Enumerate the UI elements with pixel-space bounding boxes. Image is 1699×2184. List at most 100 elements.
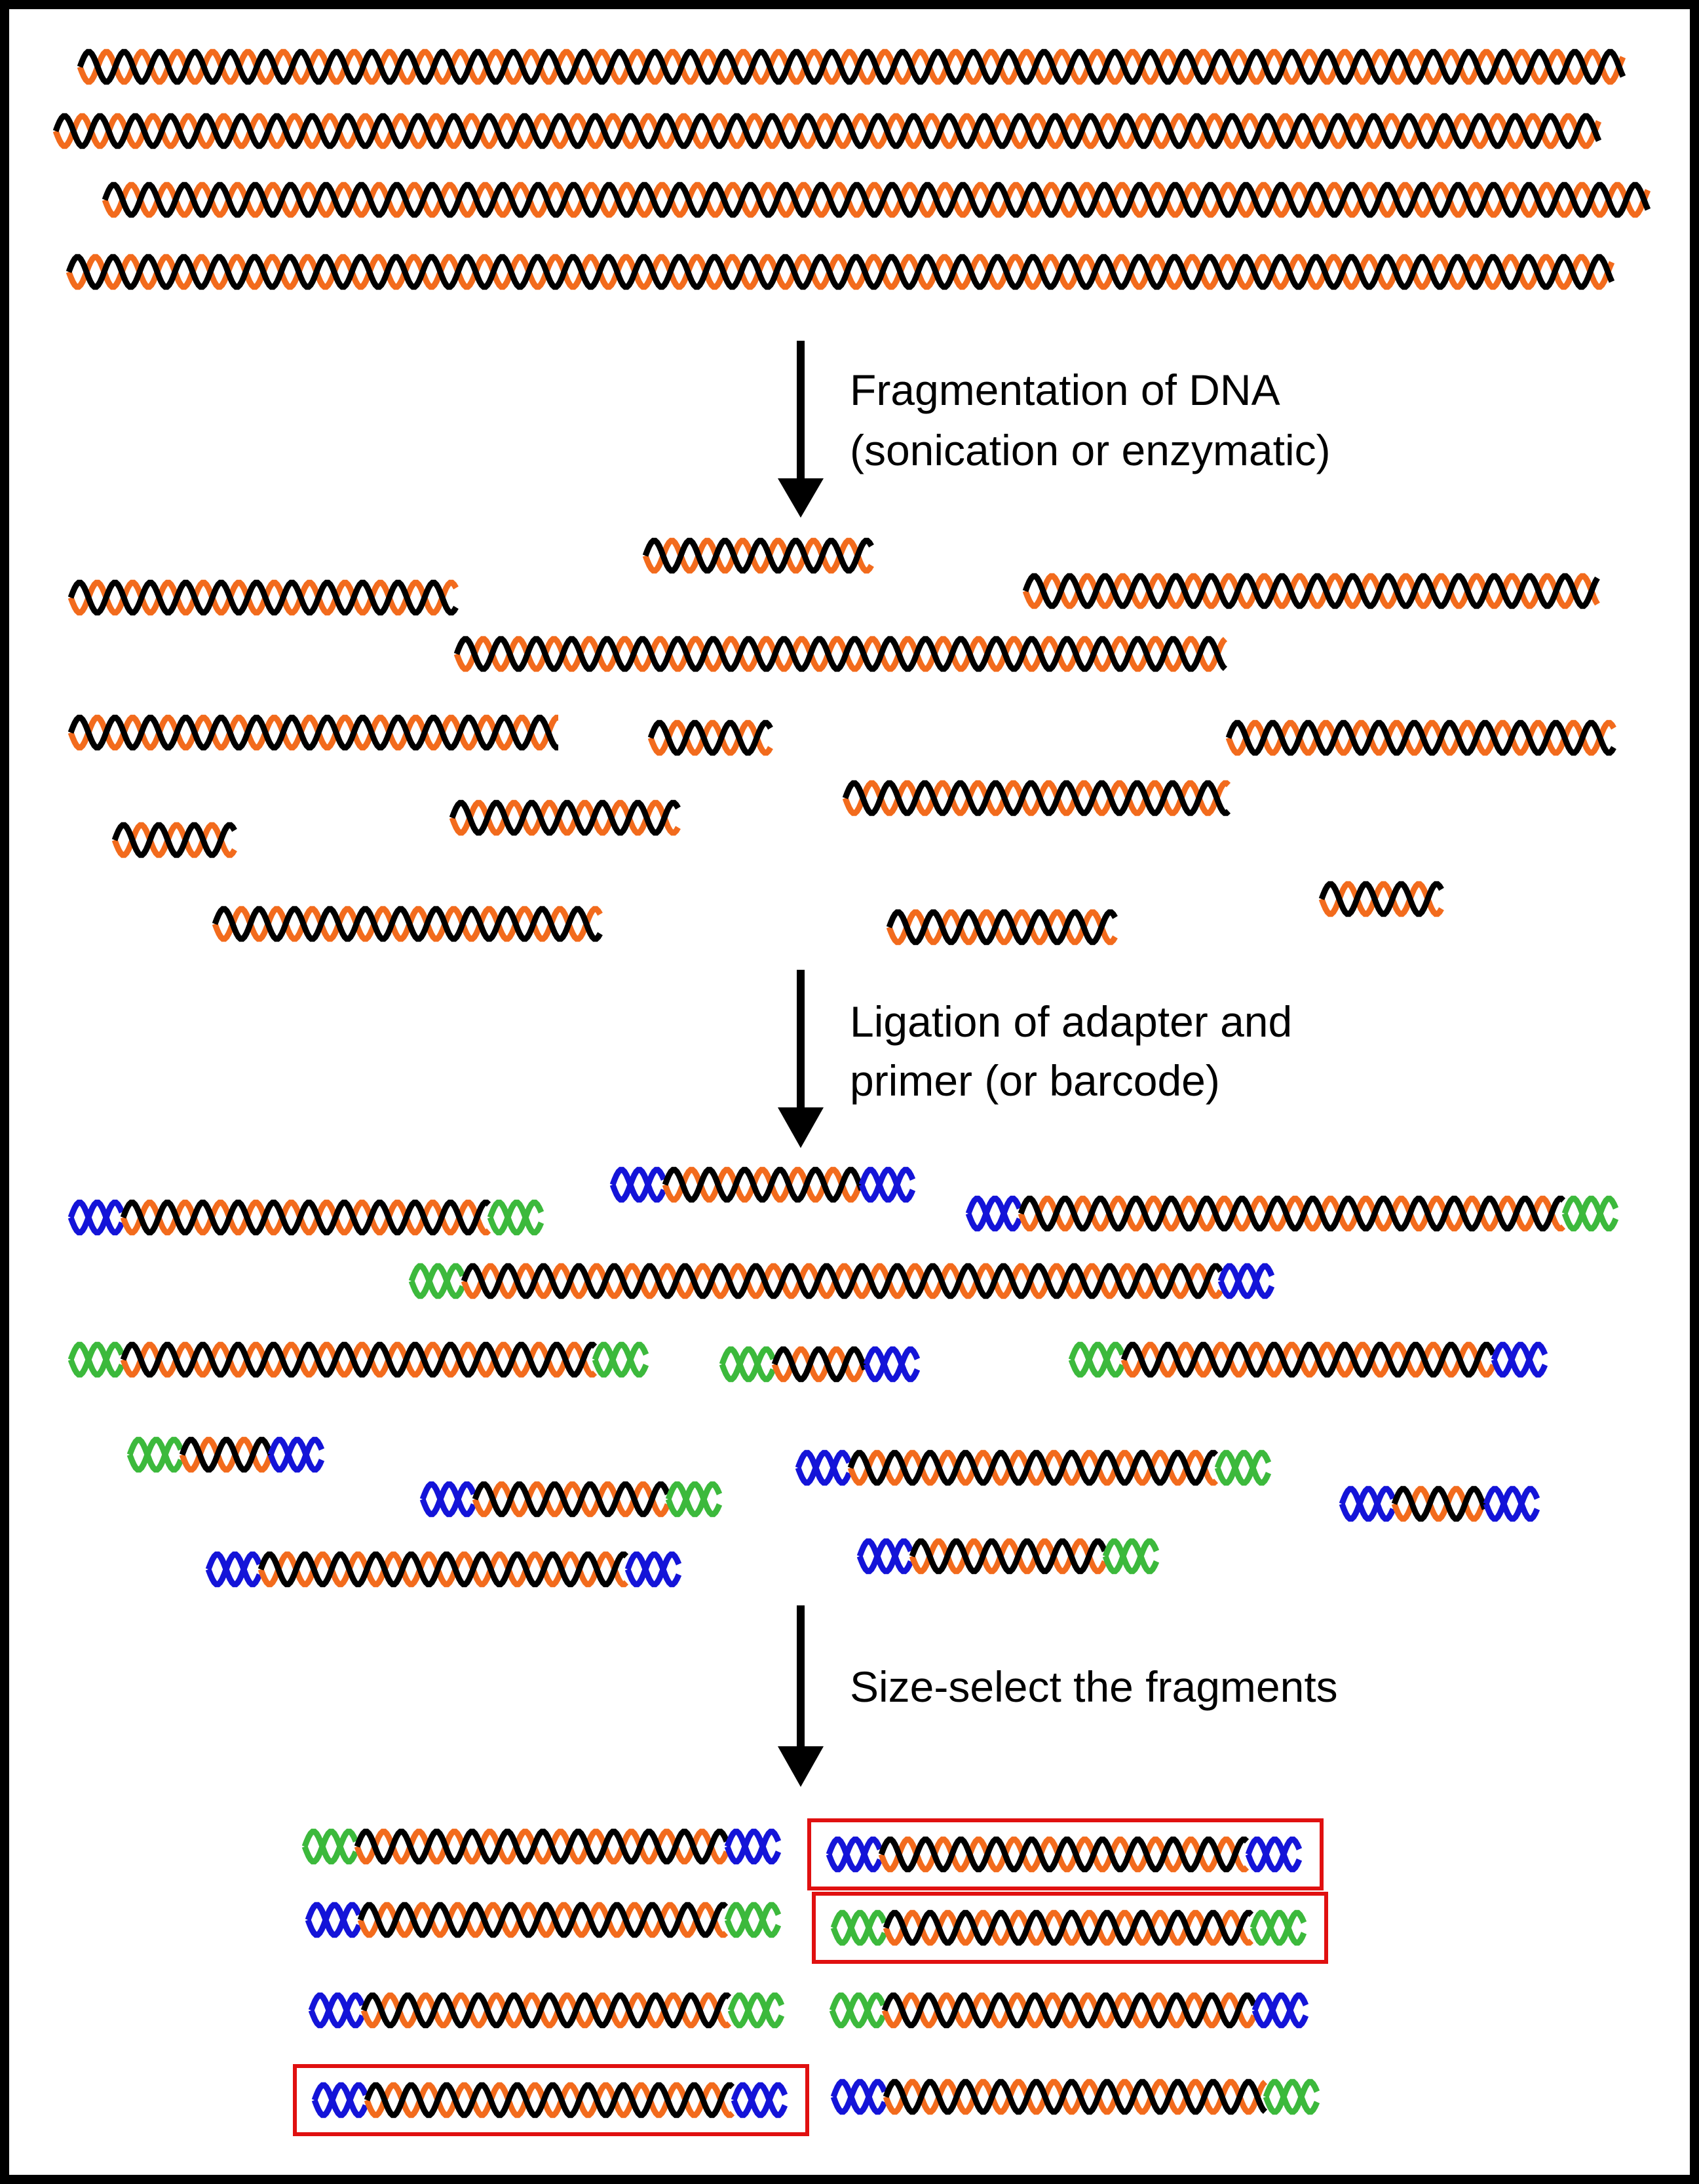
helix-strand xyxy=(1245,1836,1303,1873)
size-selected-fragment xyxy=(826,1836,1303,1873)
down-arrow-icon xyxy=(778,341,824,518)
helix-strand xyxy=(487,1199,544,1236)
dna-fragment xyxy=(67,579,459,616)
helix-strand xyxy=(308,1992,366,2029)
helix-strand xyxy=(67,1341,125,1378)
ligated-fragment xyxy=(965,1195,1619,1232)
helix-strand xyxy=(354,1828,730,1865)
helix-strand xyxy=(771,1346,868,1383)
helix-strand xyxy=(301,1828,359,1865)
helix-strand xyxy=(662,1166,865,1203)
helix-strand xyxy=(1120,1341,1497,1378)
helix-strand xyxy=(52,113,1602,149)
helix-strand xyxy=(830,2079,888,2115)
helix-strand xyxy=(592,1341,649,1378)
helix-strand xyxy=(731,2082,788,2118)
size-selected-fragment xyxy=(308,1992,785,2029)
helix-strand xyxy=(449,799,681,836)
helix-strand xyxy=(77,48,1626,85)
helix-strand xyxy=(357,1902,729,1938)
step-label-line2: primer (or barcode) xyxy=(850,1056,1220,1105)
helix-strand xyxy=(1217,1263,1275,1299)
helix-strand xyxy=(719,1346,776,1383)
ligated-fragment xyxy=(126,1436,325,1473)
step-size-selection: Size-select the fragments xyxy=(778,1605,1338,1787)
helix-strand xyxy=(364,2082,735,2118)
size-selected-fragment xyxy=(829,1992,1309,2029)
dna-fragment xyxy=(449,799,681,836)
helix-strand xyxy=(305,1902,362,1938)
helix-strand xyxy=(120,1341,598,1378)
ligated-fragment xyxy=(408,1263,1275,1299)
ligated-fragment xyxy=(719,1346,921,1383)
helix-strand xyxy=(472,1481,671,1518)
helix-strand xyxy=(883,1909,1254,1946)
helix-strand xyxy=(795,1449,852,1486)
helix-strand xyxy=(965,1195,1023,1232)
helix-strand xyxy=(1250,1909,1307,1946)
helix-strand xyxy=(67,1341,125,1378)
helix-strand xyxy=(1018,1195,1566,1232)
helix-strand xyxy=(1391,1485,1488,1522)
dna-fragment xyxy=(642,537,874,574)
helix-strand xyxy=(67,714,559,751)
helix-strand xyxy=(863,1346,921,1383)
helix-strand xyxy=(461,1263,1223,1299)
helix-strand xyxy=(357,1902,729,1938)
genomic-dna-strand xyxy=(52,113,1602,149)
helix-strand xyxy=(1225,719,1616,756)
helix-strand xyxy=(609,1166,667,1203)
helix-strand xyxy=(1561,1195,1619,1232)
helix-strand xyxy=(408,1263,466,1299)
helix-strand xyxy=(829,1992,887,2029)
helix-strand xyxy=(111,822,237,858)
helix-strand xyxy=(647,719,773,756)
genomic-dna-group xyxy=(52,48,1651,290)
helix-strand xyxy=(883,1909,1254,1946)
helix-strand xyxy=(609,1166,667,1203)
helix-strand xyxy=(126,1436,184,1473)
helix-strand xyxy=(267,1436,325,1473)
helix-strand xyxy=(360,1992,732,2029)
helix-strand xyxy=(1214,1449,1272,1486)
helix-strand xyxy=(883,2079,1268,2115)
helix-strand xyxy=(311,2082,369,2118)
helix-strand xyxy=(67,1199,125,1236)
helix-strand xyxy=(909,1538,1108,1575)
step-label-line1: Ligation of adapter and xyxy=(850,997,1292,1046)
helix-strand xyxy=(1339,1485,1396,1522)
helix-strand xyxy=(886,909,1118,946)
helix-strand xyxy=(1018,1195,1566,1232)
helix-strand xyxy=(771,1346,868,1383)
helix-strand xyxy=(258,1551,629,1588)
helix-strand xyxy=(1245,1836,1303,1873)
helix-strand xyxy=(179,1436,274,1473)
dna-fragment xyxy=(212,906,603,942)
dna-fragment xyxy=(111,822,237,858)
helix-strand xyxy=(301,1828,359,1865)
helix-strand xyxy=(1068,1341,1126,1378)
helix-strand xyxy=(212,906,603,942)
helix-strand xyxy=(258,1551,629,1588)
helix-strand xyxy=(842,780,1231,816)
ligated-fragment xyxy=(1339,1485,1540,1522)
helix-strand xyxy=(126,1436,184,1473)
helix-strand xyxy=(858,1166,916,1203)
helix-strand xyxy=(1318,881,1444,917)
helix-strand xyxy=(826,1836,883,1873)
helix-strand xyxy=(647,719,773,756)
helix-strand xyxy=(830,2079,888,2115)
helix-strand xyxy=(1250,1909,1307,1946)
helix-strand xyxy=(856,1538,914,1575)
helix-strand xyxy=(727,1992,785,2029)
helix-strand xyxy=(1391,1485,1488,1522)
dna-fragment xyxy=(67,714,559,751)
helix-strand xyxy=(1263,2079,1320,2115)
helix-strand xyxy=(67,1199,125,1236)
helix-strand xyxy=(102,182,1651,218)
genomic-dna-strand xyxy=(102,182,1651,218)
size-selected-fragment xyxy=(311,2082,788,2118)
helix-strand xyxy=(419,1481,477,1518)
helix-strand xyxy=(830,1909,888,1946)
